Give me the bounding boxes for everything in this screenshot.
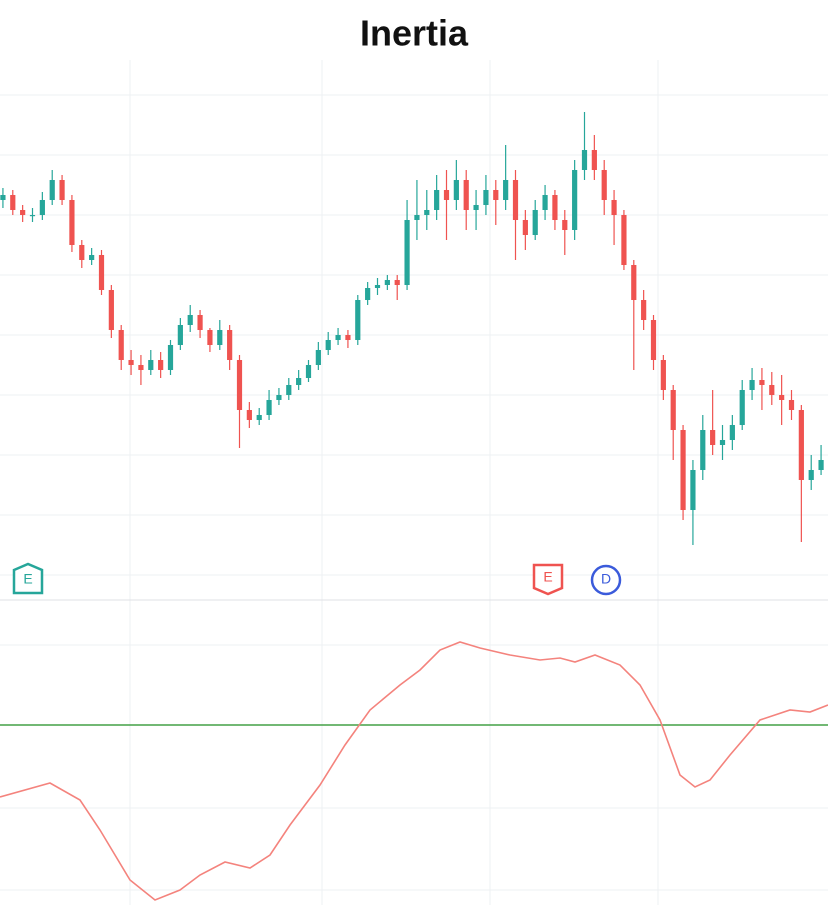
marker-label: E: [543, 569, 552, 585]
candle-body: [158, 360, 164, 370]
candle-body: [552, 195, 558, 220]
candle-body: [148, 360, 154, 370]
event-marker[interactable]: E: [12, 562, 44, 595]
candle-body: [473, 205, 479, 210]
candle-body: [89, 255, 95, 260]
candle-body: [118, 330, 124, 360]
candle-body: [276, 395, 282, 400]
candle-body: [670, 390, 676, 430]
candle-body: [424, 210, 430, 215]
candle-body: [128, 360, 134, 365]
candle-body: [759, 380, 765, 385]
candle-body: [581, 150, 588, 170]
candle-body: [167, 345, 174, 370]
candle-body: [641, 300, 647, 320]
candle-body: [572, 170, 578, 230]
candle-body: [453, 180, 459, 200]
marker-shape: [12, 562, 44, 595]
chart-title: Inertia: [360, 13, 469, 54]
candle-body: [59, 180, 65, 200]
grid: [0, 60, 828, 905]
candle-body: [256, 415, 262, 420]
candle-body: [719, 440, 726, 445]
candle-body: [631, 265, 637, 300]
candle-body: [434, 190, 440, 210]
candle-body: [483, 190, 489, 205]
candle-body: [355, 300, 361, 340]
candle-body: [542, 195, 548, 210]
marker-label: E: [23, 571, 32, 587]
candle-body: [562, 220, 568, 230]
candle-body: [384, 280, 390, 285]
candle-body: [69, 200, 75, 245]
candle-body: [345, 335, 351, 340]
candle-body: [522, 220, 528, 235]
candle-body: [10, 195, 16, 210]
candle-body: [503, 180, 509, 200]
candle-body: [660, 360, 666, 390]
candle-body: [710, 430, 716, 445]
candle-body: [700, 430, 706, 470]
candle-body: [227, 330, 233, 360]
candle-body: [749, 380, 755, 390]
candle-body: [779, 395, 785, 400]
marker-shape: [532, 563, 564, 596]
candle-body: [374, 285, 381, 288]
candle-body: [246, 410, 252, 420]
indicator-line: [0, 641, 828, 901]
event-marker[interactable]: D: [590, 564, 622, 596]
candle-body: [394, 280, 400, 285]
candle-body: [611, 200, 617, 215]
candle-body: [138, 365, 144, 370]
candle-body: [443, 190, 450, 200]
candle-body: [414, 215, 420, 220]
event-marker[interactable]: E: [532, 563, 564, 596]
candle-body: [296, 378, 302, 385]
candle-body: [818, 460, 824, 470]
candle-body: [79, 245, 85, 260]
candle-body: [108, 290, 114, 330]
candle-body: [20, 210, 26, 215]
candle-body: [0, 195, 6, 200]
candle-body: [788, 400, 795, 410]
candle-body: [335, 335, 341, 340]
candle-body: [798, 410, 804, 480]
candle-body: [39, 200, 45, 215]
candle-body: [325, 340, 331, 350]
candle-body: [690, 470, 696, 510]
candle-body: [286, 385, 292, 395]
candle-body: [808, 470, 814, 480]
candle-body: [769, 385, 775, 395]
candle-body: [315, 350, 321, 365]
marker-label: D: [601, 571, 611, 587]
candle-body: [49, 180, 55, 200]
candle-body: [621, 215, 627, 265]
candle-body: [512, 180, 519, 220]
candle-body: [591, 150, 597, 170]
candle-body: [305, 365, 312, 378]
candle-body: [217, 330, 223, 345]
candle-body: [601, 170, 607, 200]
candle-body: [365, 288, 371, 300]
candle-body: [532, 210, 538, 235]
candle-body: [739, 390, 745, 425]
marker-shape: [590, 564, 622, 596]
candle-body: [650, 320, 657, 360]
candle-body: [729, 425, 735, 440]
candle-body: [29, 215, 36, 217]
candle-body: [404, 220, 410, 285]
candle-body: [236, 360, 243, 410]
candles: [0, 112, 824, 545]
candle-body: [266, 400, 272, 415]
candle-body: [187, 315, 193, 325]
candle-body: [493, 190, 499, 200]
candle-body: [463, 180, 469, 210]
candle-body: [207, 330, 213, 345]
candle-body: [680, 430, 686, 510]
candle-body: [98, 255, 105, 290]
candle-body: [197, 315, 203, 330]
candle-body: [177, 325, 183, 345]
